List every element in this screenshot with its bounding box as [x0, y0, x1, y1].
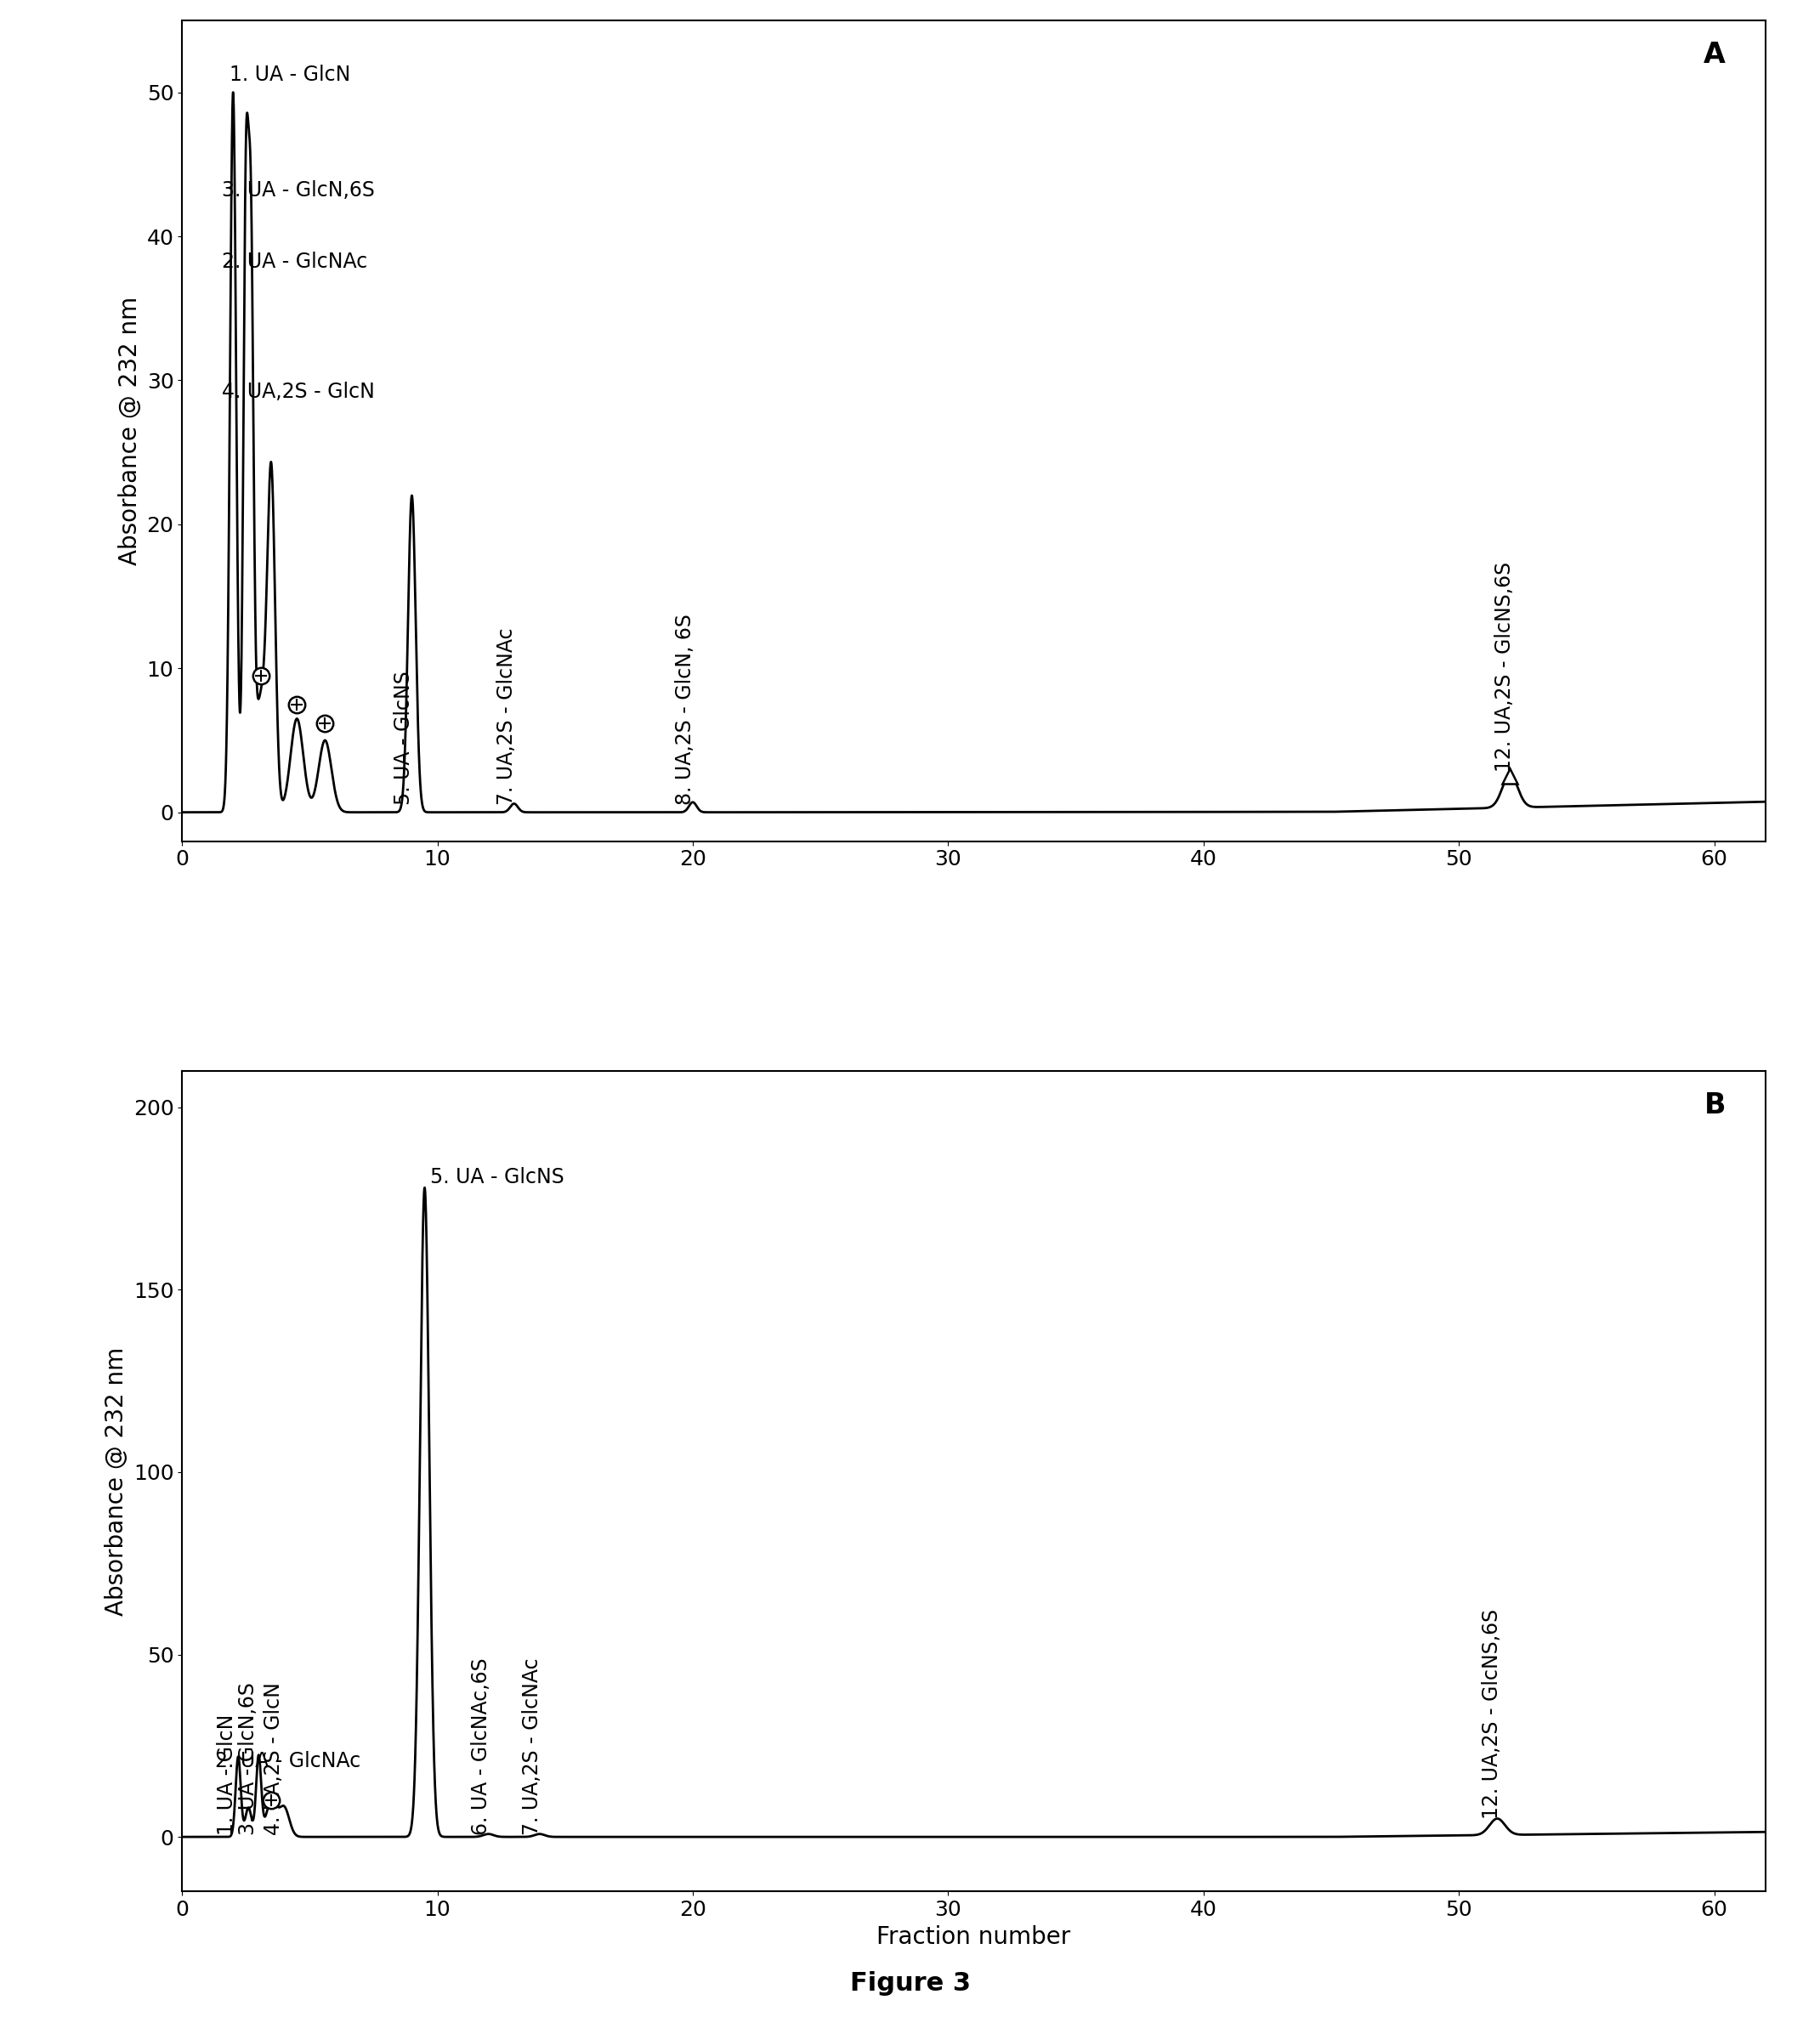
Text: 7. UA,2S - GlcNAc: 7. UA,2S - GlcNAc [522, 1658, 542, 1835]
X-axis label: Fraction number: Fraction number [877, 1924, 1070, 1949]
Y-axis label: Absorbance @ 232 nm: Absorbance @ 232 nm [104, 1347, 129, 1615]
Text: 4. UA,2S - GlcN: 4. UA,2S - GlcN [264, 1682, 284, 1835]
Text: 5. UA - GlcNS: 5. UA - GlcNS [393, 671, 415, 805]
Text: 3. UA - GlcN,6S: 3. UA - GlcN,6S [238, 1682, 258, 1835]
Text: 7. UA,2S - GlcNAc: 7. UA,2S - GlcNAc [497, 629, 517, 805]
Text: 8. UA,2S - GlcN, 6S: 8. UA,2S - GlcN, 6S [675, 614, 695, 805]
Text: 3. UA - GlcN,6S: 3. UA - GlcN,6S [222, 179, 375, 199]
Y-axis label: Absorbance @ 232 nm: Absorbance @ 232 nm [118, 297, 142, 565]
Text: A: A [1704, 41, 1725, 69]
Text: 6. UA - GlcNAc,6S: 6. UA - GlcNAc,6S [471, 1658, 491, 1835]
Text: 5. UA - GlcNS: 5. UA - GlcNS [430, 1168, 564, 1188]
Text: 12. UA,2S - GlcNS,6S: 12. UA,2S - GlcNS,6S [1494, 561, 1514, 773]
Text: 1. UA - GlcN: 1. UA - GlcN [217, 1715, 237, 1835]
Text: 4. UA,2S - GlcN: 4. UA,2S - GlcN [222, 382, 375, 403]
Text: Figure 3: Figure 3 [850, 1971, 970, 1995]
Text: B: B [1704, 1092, 1725, 1119]
Text: 1. UA - GlcN: 1. UA - GlcN [229, 65, 349, 85]
Text: 2. UA - GlcNAc: 2. UA - GlcNAc [215, 1751, 360, 1772]
Text: 12. UA,2S - GlcNS,6S: 12. UA,2S - GlcNS,6S [1481, 1609, 1501, 1818]
Text: 2. UA - GlcNAc: 2. UA - GlcNAc [222, 252, 368, 273]
